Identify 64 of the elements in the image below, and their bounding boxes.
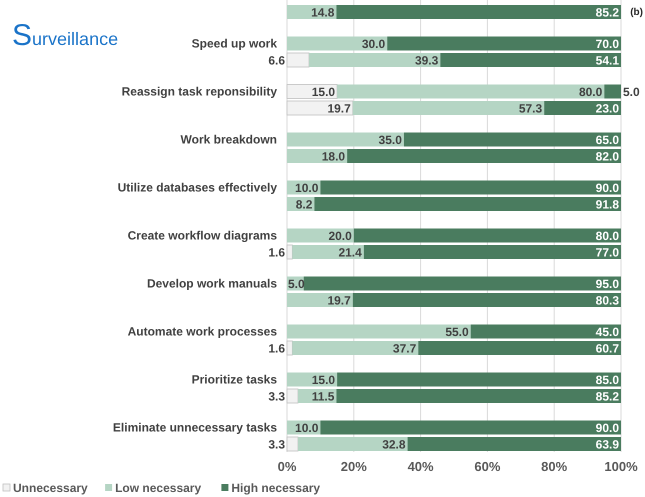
data-label: 57.3 bbox=[518, 102, 542, 116]
data-label: 54.1 bbox=[596, 54, 620, 68]
legend-label: Low necessary bbox=[115, 481, 202, 495]
data-label: 19.7 bbox=[327, 102, 352, 116]
x-tick-label: 60% bbox=[474, 459, 501, 474]
y-tick-label: Prioritize tasks bbox=[192, 372, 278, 386]
data-label: 80.0 bbox=[578, 85, 603, 99]
data-label: 6.6 bbox=[268, 54, 286, 68]
data-label: 90.0 bbox=[596, 421, 620, 435]
x-tick-label: 20% bbox=[340, 459, 368, 474]
data-label: 23.0 bbox=[596, 102, 620, 116]
data-label: 14.8 bbox=[311, 6, 335, 20]
legend-label: Unnecessary bbox=[13, 481, 88, 495]
y-tick-label: Eliminate unnecessary tasks bbox=[112, 420, 278, 434]
y-tick-label: Develop work manuals bbox=[146, 276, 278, 290]
data-label: 30.0 bbox=[362, 37, 386, 51]
y-tick-label: Automate work processes bbox=[128, 324, 278, 338]
data-label: 1.6 bbox=[268, 246, 286, 260]
data-label: 35.0 bbox=[378, 133, 402, 147]
data-label: 15.0 bbox=[312, 373, 336, 387]
data-label: 45.0 bbox=[596, 325, 620, 339]
data-label: 39.3 bbox=[414, 54, 439, 68]
data-label: 91.8 bbox=[596, 198, 620, 212]
y-tick-label: Reassign task reponsibility bbox=[122, 84, 278, 98]
chart-title: Surveillance bbox=[12, 19, 118, 52]
data-label: 3.3 bbox=[268, 390, 286, 404]
data-label: 18.0 bbox=[322, 150, 346, 164]
data-label: 85.2 bbox=[596, 6, 620, 20]
data-label: 80.0 bbox=[596, 229, 620, 243]
data-label: 5.0 bbox=[623, 85, 640, 99]
data-label: 11.5 bbox=[312, 390, 335, 404]
data-label: 85.0 bbox=[596, 373, 620, 387]
data-label: 10.0 bbox=[295, 421, 319, 435]
data-label: 1.6 bbox=[268, 342, 286, 356]
data-label: 70.0 bbox=[596, 37, 620, 51]
x-tick-label: 80% bbox=[541, 459, 568, 474]
y-tick-label: Speed up work bbox=[192, 36, 278, 50]
y-tick-label: Work breakdown bbox=[180, 132, 277, 146]
legend-label: High necessary bbox=[231, 481, 320, 495]
data-label: 80.3 bbox=[596, 294, 620, 308]
data-label: 21.4 bbox=[338, 246, 362, 260]
y-tick-label: Utilize databases effectively bbox=[118, 180, 278, 194]
data-label: 3.3 bbox=[268, 438, 286, 452]
data-label: 77.0 bbox=[596, 246, 620, 260]
y-tick-label: Create workflow diagrams bbox=[128, 228, 278, 242]
x-tick-label: 100% bbox=[604, 459, 638, 474]
x-tick-label: 0% bbox=[278, 459, 297, 474]
x-tick-label: 40% bbox=[408, 459, 434, 474]
data-label: 82.0 bbox=[596, 150, 620, 164]
data-label: 85.2 bbox=[596, 390, 620, 404]
data-label: 20.0 bbox=[328, 229, 352, 243]
text: (b) bbox=[630, 7, 643, 18]
data-label: 55.0 bbox=[445, 325, 470, 339]
data-label: 60.7 bbox=[596, 342, 620, 356]
data-label: 90.0 bbox=[596, 181, 620, 195]
data-label: 95.0 bbox=[596, 277, 620, 291]
data-label: 63.9 bbox=[596, 438, 620, 452]
data-label: 32.8 bbox=[382, 438, 406, 452]
data-label: 65.0 bbox=[596, 133, 620, 147]
data-label: 8.2 bbox=[296, 198, 313, 212]
data-label: 10.0 bbox=[295, 181, 319, 195]
data-label: 19.7 bbox=[327, 294, 352, 308]
data-label: 37.7 bbox=[392, 342, 417, 356]
data-label: 15.0 bbox=[312, 85, 336, 99]
